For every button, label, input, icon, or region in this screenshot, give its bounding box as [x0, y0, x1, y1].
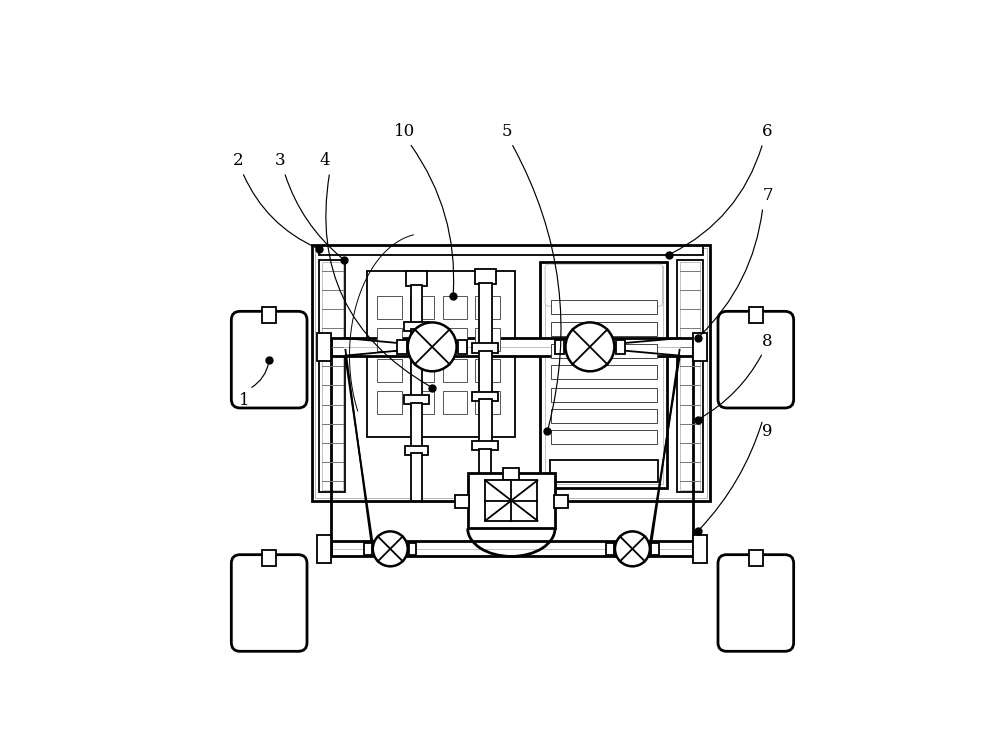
Bar [551, 322, 657, 336]
Text: 8: 8 [762, 333, 773, 349]
Bar [443, 391, 467, 414]
Text: 5: 5 [501, 123, 512, 140]
Bar [677, 259, 703, 492]
Bar [443, 327, 467, 351]
Bar [317, 333, 331, 361]
Bar [262, 307, 276, 323]
Bar [551, 365, 657, 380]
Bar [551, 344, 657, 358]
Bar [404, 322, 429, 331]
Bar [479, 283, 492, 348]
FancyBboxPatch shape [718, 555, 794, 652]
Bar [749, 550, 763, 566]
Bar [312, 245, 710, 501]
Text: 2: 2 [232, 152, 243, 169]
Circle shape [565, 322, 614, 371]
Bar [367, 271, 515, 437]
Bar [377, 327, 402, 351]
Bar [411, 454, 422, 501]
Text: 10: 10 [394, 123, 415, 140]
Bar [472, 343, 498, 352]
Bar [479, 449, 491, 501]
Text: 4: 4 [320, 152, 330, 169]
Text: 6: 6 [762, 123, 773, 140]
Bar [551, 430, 657, 444]
Bar [262, 550, 276, 566]
Bar [680, 262, 700, 490]
Text: 9: 9 [762, 423, 773, 440]
Bar [317, 535, 331, 562]
Bar [545, 266, 663, 484]
Bar [410, 327, 434, 351]
Bar [749, 307, 763, 323]
Bar [411, 284, 422, 327]
Text: 3: 3 [274, 152, 285, 169]
Bar [616, 340, 625, 354]
Bar [547, 266, 660, 304]
Bar [475, 391, 500, 414]
Circle shape [615, 531, 650, 566]
Bar [411, 330, 422, 399]
Bar [377, 296, 402, 320]
FancyBboxPatch shape [231, 555, 307, 652]
Bar [443, 296, 467, 320]
Bar [377, 359, 402, 383]
Circle shape [408, 322, 457, 371]
Bar [410, 359, 434, 383]
Bar [475, 327, 500, 351]
Bar [405, 446, 428, 455]
Bar [475, 359, 500, 383]
Bar [458, 340, 467, 354]
Bar [410, 296, 434, 320]
Bar [331, 541, 693, 556]
Bar [475, 269, 496, 284]
Bar [651, 543, 659, 555]
Bar [475, 296, 500, 320]
Bar [479, 399, 492, 446]
Bar [319, 246, 703, 255]
Bar [377, 391, 402, 414]
Bar [540, 262, 667, 488]
Bar [606, 543, 614, 555]
Bar [554, 494, 568, 507]
FancyBboxPatch shape [545, 264, 663, 306]
Bar [503, 467, 519, 480]
Bar [551, 408, 657, 423]
Circle shape [373, 531, 408, 566]
Bar [472, 442, 498, 451]
Bar [319, 259, 345, 492]
Bar [551, 388, 657, 401]
Bar [410, 391, 434, 414]
Bar [551, 300, 657, 314]
Bar [315, 249, 707, 497]
FancyBboxPatch shape [231, 311, 307, 408]
Bar [406, 271, 427, 286]
Bar [550, 460, 658, 482]
Bar [472, 392, 498, 401]
Bar [555, 340, 564, 354]
Bar [693, 535, 707, 562]
Bar [322, 262, 343, 490]
Bar [693, 333, 707, 361]
Bar [468, 472, 555, 528]
Bar [331, 338, 693, 355]
Bar [411, 403, 422, 451]
Text: 7: 7 [762, 187, 773, 204]
Bar [409, 543, 416, 555]
Bar [364, 543, 372, 555]
Text: 1: 1 [239, 392, 250, 409]
Bar [485, 480, 537, 521]
Bar [479, 351, 492, 396]
Bar [455, 494, 469, 507]
FancyBboxPatch shape [718, 311, 794, 408]
Bar [397, 340, 407, 354]
Bar [404, 395, 429, 404]
Bar [443, 359, 467, 383]
